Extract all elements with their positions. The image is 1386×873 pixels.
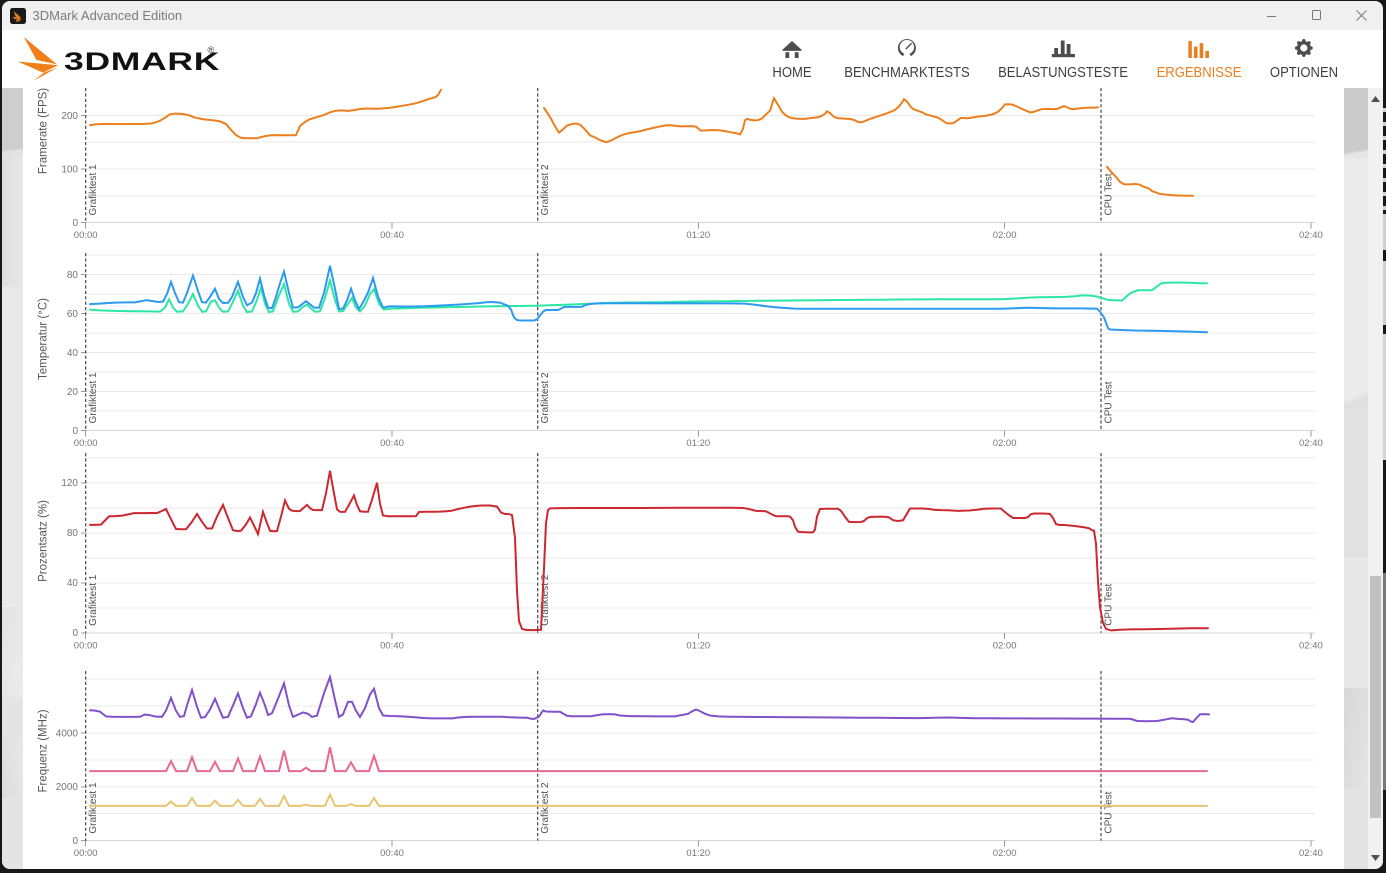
- svg-text:Grafiktest 2: Grafiktest 2: [540, 574, 551, 626]
- svg-text:CPU Test: CPU Test: [1104, 381, 1115, 423]
- svg-text:Grafiktest 1: Grafiktest 1: [88, 372, 99, 424]
- svg-text:00:40: 00:40: [380, 848, 404, 859]
- svg-text:02:00: 02:00: [993, 230, 1017, 241]
- svg-text:Grafiktest 1: Grafiktest 1: [88, 574, 99, 626]
- svg-text:Prozentsatz (%): Prozentsatz (%): [38, 500, 50, 582]
- svg-text:02:00: 02:00: [993, 640, 1017, 651]
- svg-text:00:00: 00:00: [74, 640, 98, 651]
- svg-text:00:00: 00:00: [74, 438, 98, 449]
- svg-text:01:20: 01:20: [686, 438, 710, 449]
- svg-text:00:00: 00:00: [74, 848, 98, 859]
- svg-text:Grafiktest 2: Grafiktest 2: [540, 372, 551, 424]
- svg-text:Frequenz (MHz): Frequenz (MHz): [38, 709, 50, 792]
- svg-text:CPU Test: CPU Test: [1104, 584, 1115, 626]
- svg-text:CPU Test: CPU Test: [1104, 173, 1115, 215]
- svg-text:40: 40: [67, 348, 79, 359]
- svg-text:0: 0: [72, 836, 78, 847]
- svg-text:00:00: 00:00: [74, 230, 98, 241]
- svg-text:2000: 2000: [56, 782, 79, 793]
- svg-text:80: 80: [67, 528, 79, 539]
- svg-text:02:00: 02:00: [993, 438, 1017, 449]
- svg-text:100: 100: [61, 164, 78, 175]
- svg-text:Grafiktest 1: Grafiktest 1: [88, 164, 99, 216]
- svg-text:00:40: 00:40: [380, 640, 404, 651]
- svg-text:0: 0: [72, 218, 78, 229]
- svg-text:01:20: 01:20: [686, 848, 710, 859]
- svg-text:200: 200: [61, 111, 78, 122]
- svg-text:02:40: 02:40: [1299, 438, 1323, 449]
- svg-text:60: 60: [67, 309, 79, 320]
- svg-text:0: 0: [72, 426, 78, 437]
- svg-text:40: 40: [67, 578, 79, 589]
- svg-text:Grafiktest 1: Grafiktest 1: [88, 782, 99, 834]
- svg-text:0: 0: [72, 628, 78, 639]
- svg-text:80: 80: [67, 270, 79, 281]
- svg-text:00:40: 00:40: [380, 230, 404, 241]
- svg-text:01:20: 01:20: [686, 230, 710, 241]
- svg-text:01:20: 01:20: [686, 640, 710, 651]
- svg-text:4000: 4000: [56, 728, 79, 739]
- svg-text:02:40: 02:40: [1299, 640, 1323, 651]
- svg-text:02:40: 02:40: [1299, 230, 1323, 241]
- svg-text:02:40: 02:40: [1299, 848, 1323, 859]
- svg-text:02:00: 02:00: [993, 848, 1017, 859]
- svg-text:Grafiktest 2: Grafiktest 2: [540, 164, 551, 216]
- svg-text:Temperatur (°C): Temperatur (°C): [38, 298, 50, 380]
- svg-text:CPU Test: CPU Test: [1104, 791, 1115, 833]
- svg-text:120: 120: [61, 478, 78, 489]
- svg-text:20: 20: [67, 387, 79, 398]
- svg-text:00:40: 00:40: [380, 438, 404, 449]
- svg-text:Framerate (FPS): Framerate (FPS): [38, 88, 50, 174]
- svg-text:Grafiktest 2: Grafiktest 2: [540, 782, 551, 834]
